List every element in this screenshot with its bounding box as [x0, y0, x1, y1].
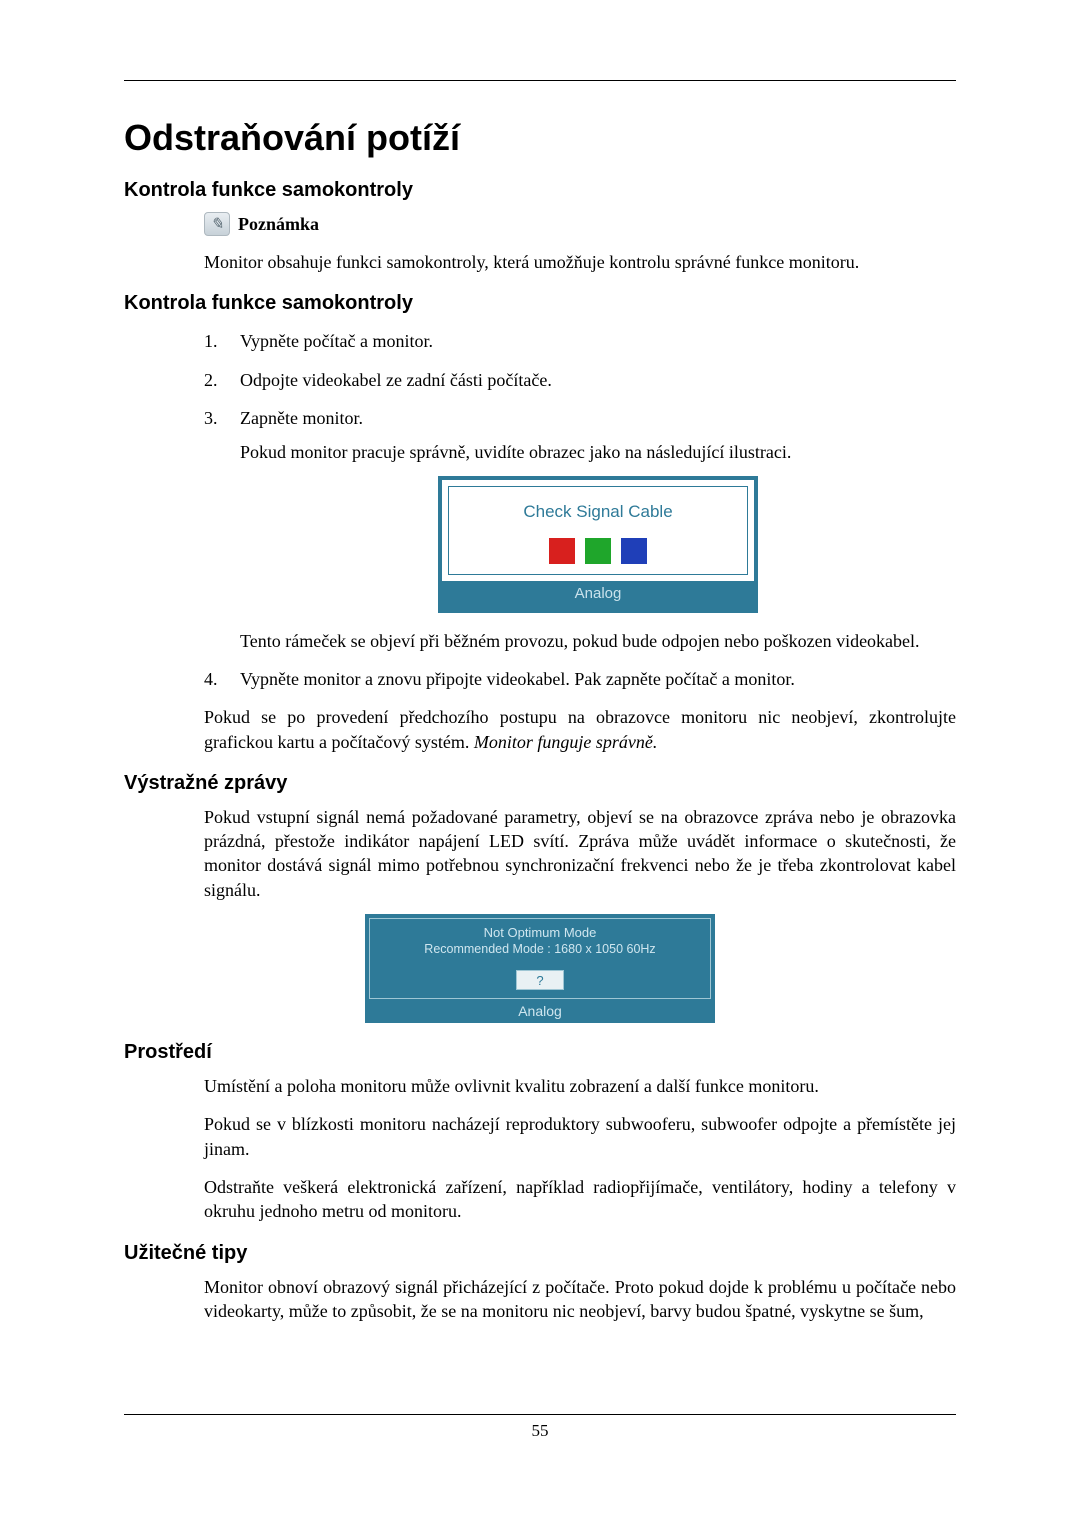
- s2-conclusion: Pokud se po provedení předchozího postup…: [204, 705, 956, 754]
- osd2-line2: Recommended Mode : 1680 x 1050 60Hz: [378, 942, 702, 956]
- osd1-blue-square: [621, 538, 647, 564]
- osd1-inner: Check Signal Cable: [448, 486, 748, 575]
- osd1-red-square: [549, 538, 575, 564]
- s4-p2: Pokud se v blízkosti monitoru nacházejí …: [204, 1112, 956, 1161]
- note-text: Monitor obsahuje funkci samokontroly, kt…: [204, 250, 956, 274]
- osd1-message: Check Signal Cable: [449, 501, 747, 524]
- s5-body: Monitor obnoví obrazový signál přicházej…: [204, 1275, 956, 1324]
- osd1-green-square: [585, 538, 611, 564]
- step-4: Vypněte monitor a znovu připojte videoka…: [204, 667, 956, 691]
- page-title: Odstraňování potíží: [124, 117, 956, 159]
- s4-p1: Umístění a poloha monitoru může ovlivnit…: [204, 1074, 956, 1098]
- page-content: Odstraňování potíží Kontrola funkce samo…: [124, 80, 956, 1447]
- steps-list: Vypněte počítač a monitor. Odpojte video…: [204, 329, 956, 691]
- s3-body: Pokud vstupní signál nemá požadované par…: [204, 805, 956, 902]
- step-3-text: Zapněte monitor.: [240, 408, 363, 428]
- section-heading-1: Kontrola funkce samokontroly: [124, 179, 956, 202]
- osd2-qbox-row: ?: [378, 970, 702, 990]
- section-heading-2: Kontrola funkce samokontroly: [124, 292, 956, 315]
- osd2-bar: Analog: [369, 999, 711, 1019]
- osd-check-signal: Check Signal Cable Analog: [438, 476, 758, 612]
- section-heading-3: Výstražné zprávy: [124, 772, 956, 795]
- page-number: 55: [124, 1421, 956, 1441]
- step-3: Zapněte monitor. Pokud monitor pracuje s…: [204, 406, 956, 653]
- s4-p3: Odstraňte veškerá elektronická zařízení,…: [204, 1175, 956, 1224]
- note-label: Poznámka: [238, 214, 319, 235]
- osd2-line1: Not Optimum Mode: [378, 925, 702, 940]
- bottom-rule: [124, 1414, 956, 1415]
- osd1-wrap: Check Signal Cable Analog: [240, 476, 956, 612]
- step-3-followup: Pokud monitor pracuje správně, uvidíte o…: [240, 440, 956, 464]
- section-heading-4: Prostředí: [124, 1041, 956, 1064]
- osd2-question-box: ?: [516, 970, 564, 990]
- osd1-color-row: [449, 538, 747, 564]
- osd2-panel: Not Optimum Mode Recommended Mode : 1680…: [369, 918, 711, 999]
- osd-not-optimum: Not Optimum Mode Recommended Mode : 1680…: [365, 914, 715, 1023]
- step-3-after-box: Tento rámeček se objeví při běžném provo…: [240, 629, 956, 653]
- note-row: ✎ Poznámka: [204, 212, 956, 236]
- step-1: Vypněte počítač a monitor.: [204, 329, 956, 353]
- osd2-wrap: Not Optimum Mode Recommended Mode : 1680…: [124, 914, 956, 1023]
- section-heading-5: Užitečné tipy: [124, 1242, 956, 1265]
- s2-conclusion-b: Monitor funguje správně.: [474, 732, 657, 752]
- osd1-bar: Analog: [442, 581, 754, 608]
- step-2: Odpojte videokabel ze zadní části počíta…: [204, 368, 956, 392]
- top-rule: [124, 80, 956, 81]
- note-icon: ✎: [204, 212, 230, 236]
